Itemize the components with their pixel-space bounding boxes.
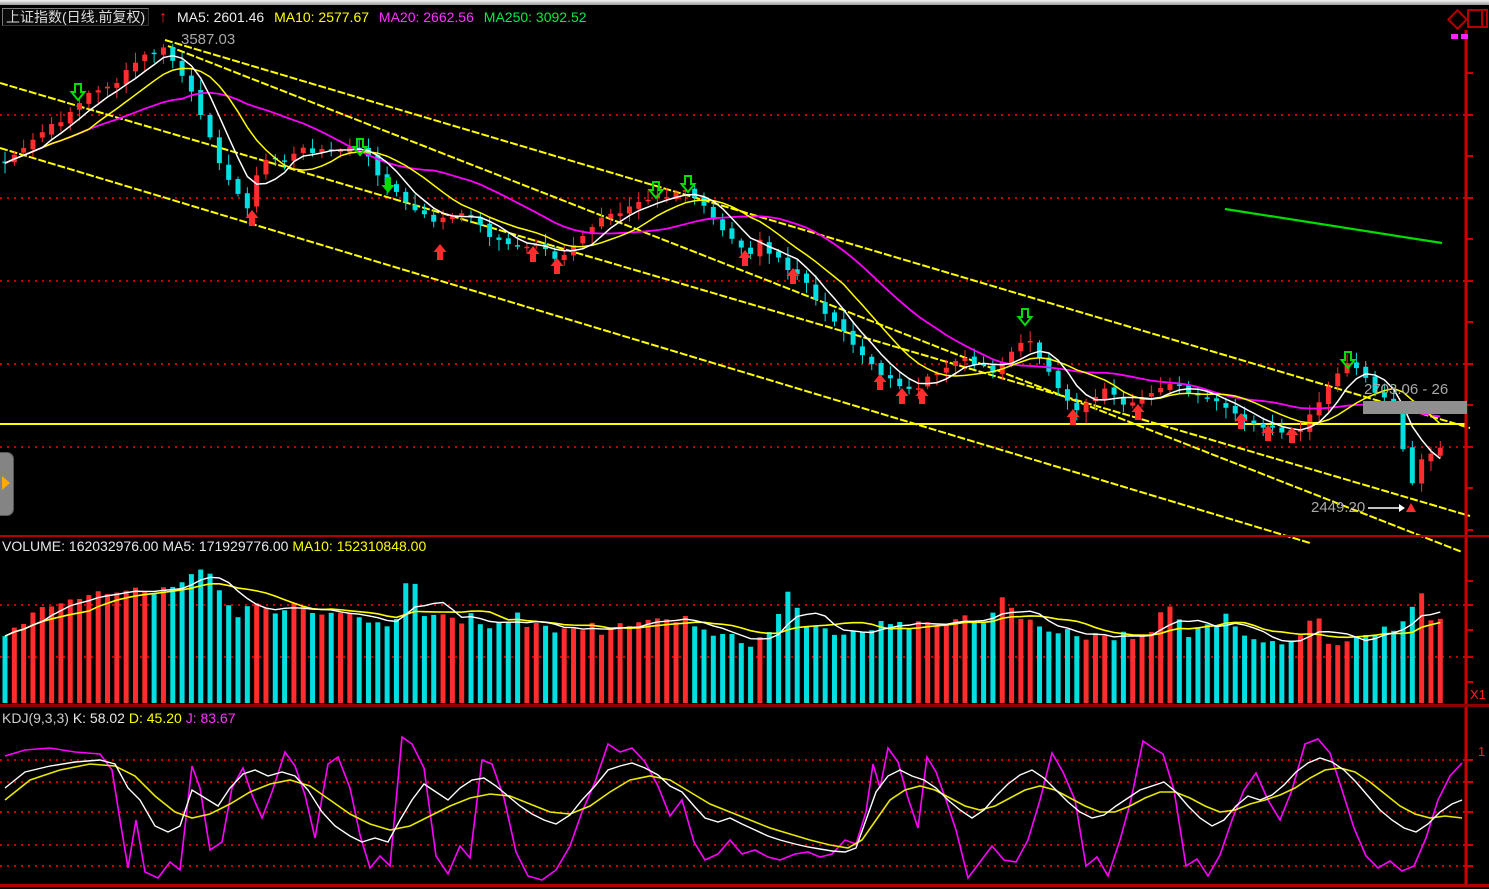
kdj-k-value: K: 58.02 bbox=[72, 710, 125, 726]
gap-price-label: 2703.06 - 26 bbox=[1364, 381, 1449, 398]
price-up-arrow-icon: ↑ bbox=[159, 9, 168, 26]
high-price-label: 3587.03 bbox=[181, 31, 236, 48]
main-volume-separator bbox=[0, 535, 1489, 537]
ma10-value: MA10: 2577.67 bbox=[274, 9, 370, 25]
main-chart-header: 上证指数(日线.前复权) ↑ MA5: 2601.46 MA10: 2577.6… bbox=[2, 7, 593, 27]
kdj-header: KDJ(9,3,3) K: 58.02 D: 45.20 J: 83.67 bbox=[2, 710, 236, 726]
kdj-j-value: J: 83.67 bbox=[185, 710, 236, 726]
volume-kdj-separator bbox=[0, 704, 1489, 707]
sidebar-expander-handle[interactable] bbox=[0, 452, 14, 516]
ma250-value: MA250: 3092.52 bbox=[483, 9, 587, 25]
volume-value: VOLUME: 162032976.00 bbox=[2, 538, 159, 554]
gap-highlight-band bbox=[1363, 401, 1467, 414]
x1-scale-button[interactable]: X1 bbox=[1470, 687, 1486, 702]
kdj-axis-label: 1 bbox=[1478, 744, 1486, 759]
split-window-icon[interactable] bbox=[1467, 9, 1488, 28]
magenta-marker-icon bbox=[1461, 34, 1468, 39]
index-title: 上证指数(日线.前复权) bbox=[2, 8, 150, 26]
magenta-marker-icon bbox=[1451, 34, 1458, 39]
window-top-edge bbox=[0, 0, 1489, 5]
kdj-d-value: D: 45.20 bbox=[128, 710, 182, 726]
ma5-value: MA5: 2601.46 bbox=[177, 9, 265, 25]
ma20-value: MA20: 2662.56 bbox=[378, 9, 474, 25]
kdj-title: KDJ(9,3,3) bbox=[2, 710, 69, 726]
low-price-label: 2449.20 bbox=[1311, 499, 1366, 516]
bottom-border bbox=[0, 884, 1489, 887]
volume-ma10-value: MA10: 152310848.00 bbox=[292, 538, 427, 554]
volume-header: VOLUME: 162032976.00 MA5: 171929776.00 M… bbox=[2, 538, 426, 554]
volume-ma5-value: MA5: 171929776.00 bbox=[162, 538, 289, 554]
